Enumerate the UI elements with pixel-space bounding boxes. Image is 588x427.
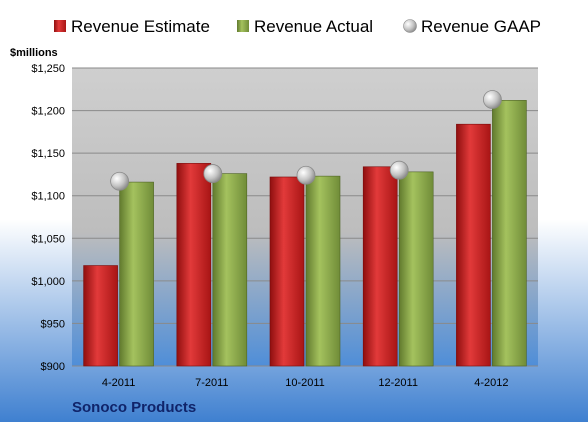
x-tick-label: 7-2011 — [195, 377, 228, 389]
marker-revenue-gaap — [203, 164, 223, 183]
x-tick-label: 4-2012 — [474, 377, 508, 389]
bar-revenue-estimate — [176, 163, 212, 367]
x-tick-label: 10-2011 — [285, 377, 325, 389]
legend-label: Revenue Actual — [254, 17, 373, 36]
bar-revenue-estimate — [456, 123, 491, 367]
y-unit-label: $millions — [10, 47, 58, 59]
y-tick-label: $1,000 — [31, 276, 65, 288]
y-tick-label: $1,250 — [31, 63, 65, 75]
company-name: Sonoco Products — [72, 399, 196, 416]
legend-swatch — [237, 20, 249, 32]
bar-revenue-actual — [492, 100, 527, 367]
bar-revenue-estimate — [269, 176, 305, 367]
bar-revenue-actual — [119, 181, 154, 367]
bar-revenue-actual — [398, 171, 434, 367]
y-tick-label: $1,050 — [31, 233, 65, 245]
legend-swatch — [403, 19, 417, 33]
x-tick-label: 12-2011 — [378, 377, 418, 389]
bar-revenue-actual — [305, 175, 341, 367]
y-tick-label: $950 — [41, 318, 65, 330]
marker-revenue-gaap — [296, 165, 316, 185]
y-tick-label: $1,150 — [31, 148, 65, 160]
legend-swatch — [54, 20, 66, 32]
marker-revenue-gaap — [482, 90, 502, 109]
marker-revenue-gaap — [389, 160, 409, 180]
bar-revenue-estimate — [83, 265, 118, 367]
legend-label: Revenue Estimate — [71, 17, 210, 36]
y-tick-label: $900 — [41, 361, 65, 373]
y-tick-label: $1,200 — [31, 106, 65, 118]
legend-label: Revenue GAAP — [421, 17, 541, 36]
y-tick-label: $1,100 — [31, 191, 65, 203]
bar-revenue-actual — [212, 173, 248, 367]
x-tick-label: 4-2011 — [102, 377, 135, 389]
bar-revenue-estimate — [362, 166, 398, 367]
marker-revenue-gaap — [110, 171, 129, 191]
